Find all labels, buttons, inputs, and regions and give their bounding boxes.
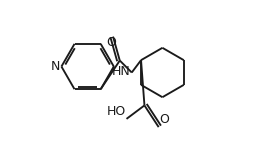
Text: O: O <box>160 113 169 126</box>
Text: N: N <box>51 60 60 73</box>
Text: HO: HO <box>106 105 126 118</box>
Text: HN: HN <box>112 64 131 77</box>
Text: O: O <box>107 36 117 49</box>
